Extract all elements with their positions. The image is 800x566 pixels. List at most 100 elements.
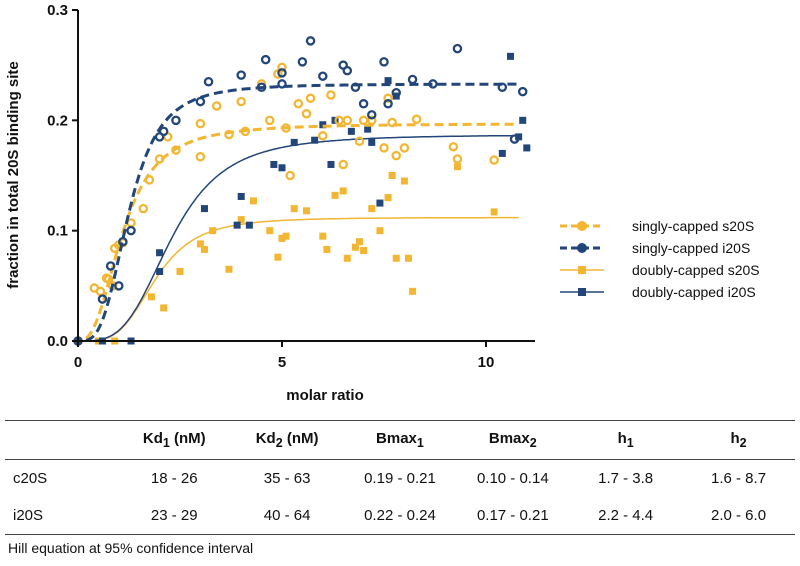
data-point (388, 172, 396, 179)
parameter-table: Kd1 (nM) Kd2 (nM) Bmax1 Bmax2 h1 h2 c20S 18 - … (5, 420, 795, 535)
data-point (290, 205, 298, 213)
data-point (411, 114, 422, 124)
axes-layer: 0.0 0.1 0.2 0.3 0 5 10 molar ratio fraction in… (5, 2, 535, 404)
data-point (343, 254, 351, 262)
data-point (209, 227, 217, 235)
data-point (236, 70, 246, 80)
data-point (351, 243, 359, 251)
data-point (376, 199, 384, 207)
data-point (407, 74, 418, 85)
data-point (196, 240, 204, 248)
data-point (367, 110, 377, 120)
data-point (224, 129, 234, 140)
legend-label: doubly-capped s20S (632, 262, 760, 278)
data-point (97, 294, 108, 304)
data-point (171, 115, 181, 126)
fit-curve (86, 134, 519, 342)
x-tick-label: 10 (478, 354, 495, 371)
header-subscript: 1 (416, 436, 424, 450)
data-point (490, 208, 498, 216)
data-point (278, 234, 286, 242)
data-point (249, 197, 257, 205)
data-point (211, 101, 222, 111)
data-point (334, 115, 344, 126)
table-header-cell: Kd1 (nM) (117, 420, 231, 460)
data-point (384, 194, 392, 202)
table-header-cell (5, 420, 118, 460)
y-tick-label: 0.0 (47, 333, 68, 350)
data-point (236, 96, 246, 107)
table-cell: 0.17 - 0.21 (456, 497, 570, 535)
data-point (392, 254, 400, 262)
table-header-cell: Bmax2 (456, 420, 570, 460)
y-tick-label: 0.3 (47, 2, 68, 19)
data-point (506, 52, 514, 60)
data-point (376, 227, 384, 235)
data-point (523, 144, 531, 152)
series-doubly-capped-s20S (74, 163, 519, 345)
table-cell: 23 - 29 (117, 497, 231, 535)
table-header-cell: h2 (682, 420, 795, 460)
fit-curve (85, 82, 519, 342)
data-point (509, 134, 520, 144)
data-point (245, 221, 253, 229)
data-point (277, 62, 287, 73)
data-point (144, 175, 155, 185)
table-cell: 0.22 - 0.24 (343, 497, 457, 535)
header-text: Kd (255, 430, 276, 447)
data-point (293, 99, 304, 109)
data-point (105, 261, 116, 271)
data-point (233, 221, 241, 229)
data-point (387, 117, 397, 128)
table-body: c20S 18 - 26 35 - 63 0.19 - 0.21 0.10 - 0.14… (5, 460, 795, 535)
legend-marker (578, 266, 586, 274)
table-cell: 2.0 - 6.0 (682, 497, 795, 535)
table-header-cell: Bmax1 (343, 420, 457, 460)
data-point (391, 88, 401, 98)
data-point (318, 131, 328, 141)
header-suffix: (nM) (169, 430, 206, 447)
data-point (285, 170, 295, 181)
data-point (273, 69, 283, 79)
header-suffix: (nM) (282, 430, 319, 447)
data-point (156, 249, 164, 257)
legend-item: doubly-capped s20S (560, 262, 760, 278)
data-point (452, 154, 463, 164)
header-subscript: 2 (529, 436, 537, 450)
data-point (156, 267, 164, 275)
data-point (489, 155, 499, 165)
data-point (497, 82, 508, 92)
table-cell: 1.6 - 8.7 (711, 470, 767, 487)
legend: singly-capped s20S singly-capped i20S doub… (560, 218, 760, 300)
data-point (126, 225, 136, 236)
table-cell: 18 - 26 (150, 470, 198, 487)
y-axis-title: fraction in total 20S binding site (5, 61, 22, 289)
data-point (301, 108, 312, 119)
table-header-cell: Kd2 (nM) (230, 420, 344, 460)
data-point (256, 82, 267, 92)
legend-marker (577, 243, 587, 253)
data-point (448, 142, 459, 152)
header-subscript: 1 (162, 436, 170, 450)
table-header-row: Kd1 (nM) Kd2 (nM) Bmax1 Bmax2 h1 h2 (5, 420, 795, 460)
data-point (519, 116, 527, 124)
data-point (498, 149, 506, 157)
table-row: c20S 18 - 26 35 - 63 0.19 - 0.21 0.10 - 0.14… (5, 460, 795, 498)
data-point (281, 123, 291, 133)
data-point (358, 99, 369, 109)
parameter-table-wrap: Kd1 (nM) Kd2 (nM) Bmax1 Bmax2 h1 h2 c20S 18 - … (0, 420, 800, 535)
data-point (297, 57, 308, 67)
data-point (237, 216, 245, 224)
data-point (318, 71, 328, 81)
data-point (517, 86, 528, 97)
legend-item: singly-capped i20S (560, 240, 750, 256)
table-cell: 0.19 - 0.21 (364, 470, 436, 487)
header-text: Kd (142, 430, 163, 447)
data-point (203, 76, 214, 87)
legend-marker (578, 288, 586, 296)
data-point (350, 82, 361, 92)
x-axis-title: molar ratio (286, 387, 364, 404)
data-point (154, 154, 165, 164)
data-point (225, 265, 233, 273)
header-subscript: 2 (739, 436, 747, 450)
